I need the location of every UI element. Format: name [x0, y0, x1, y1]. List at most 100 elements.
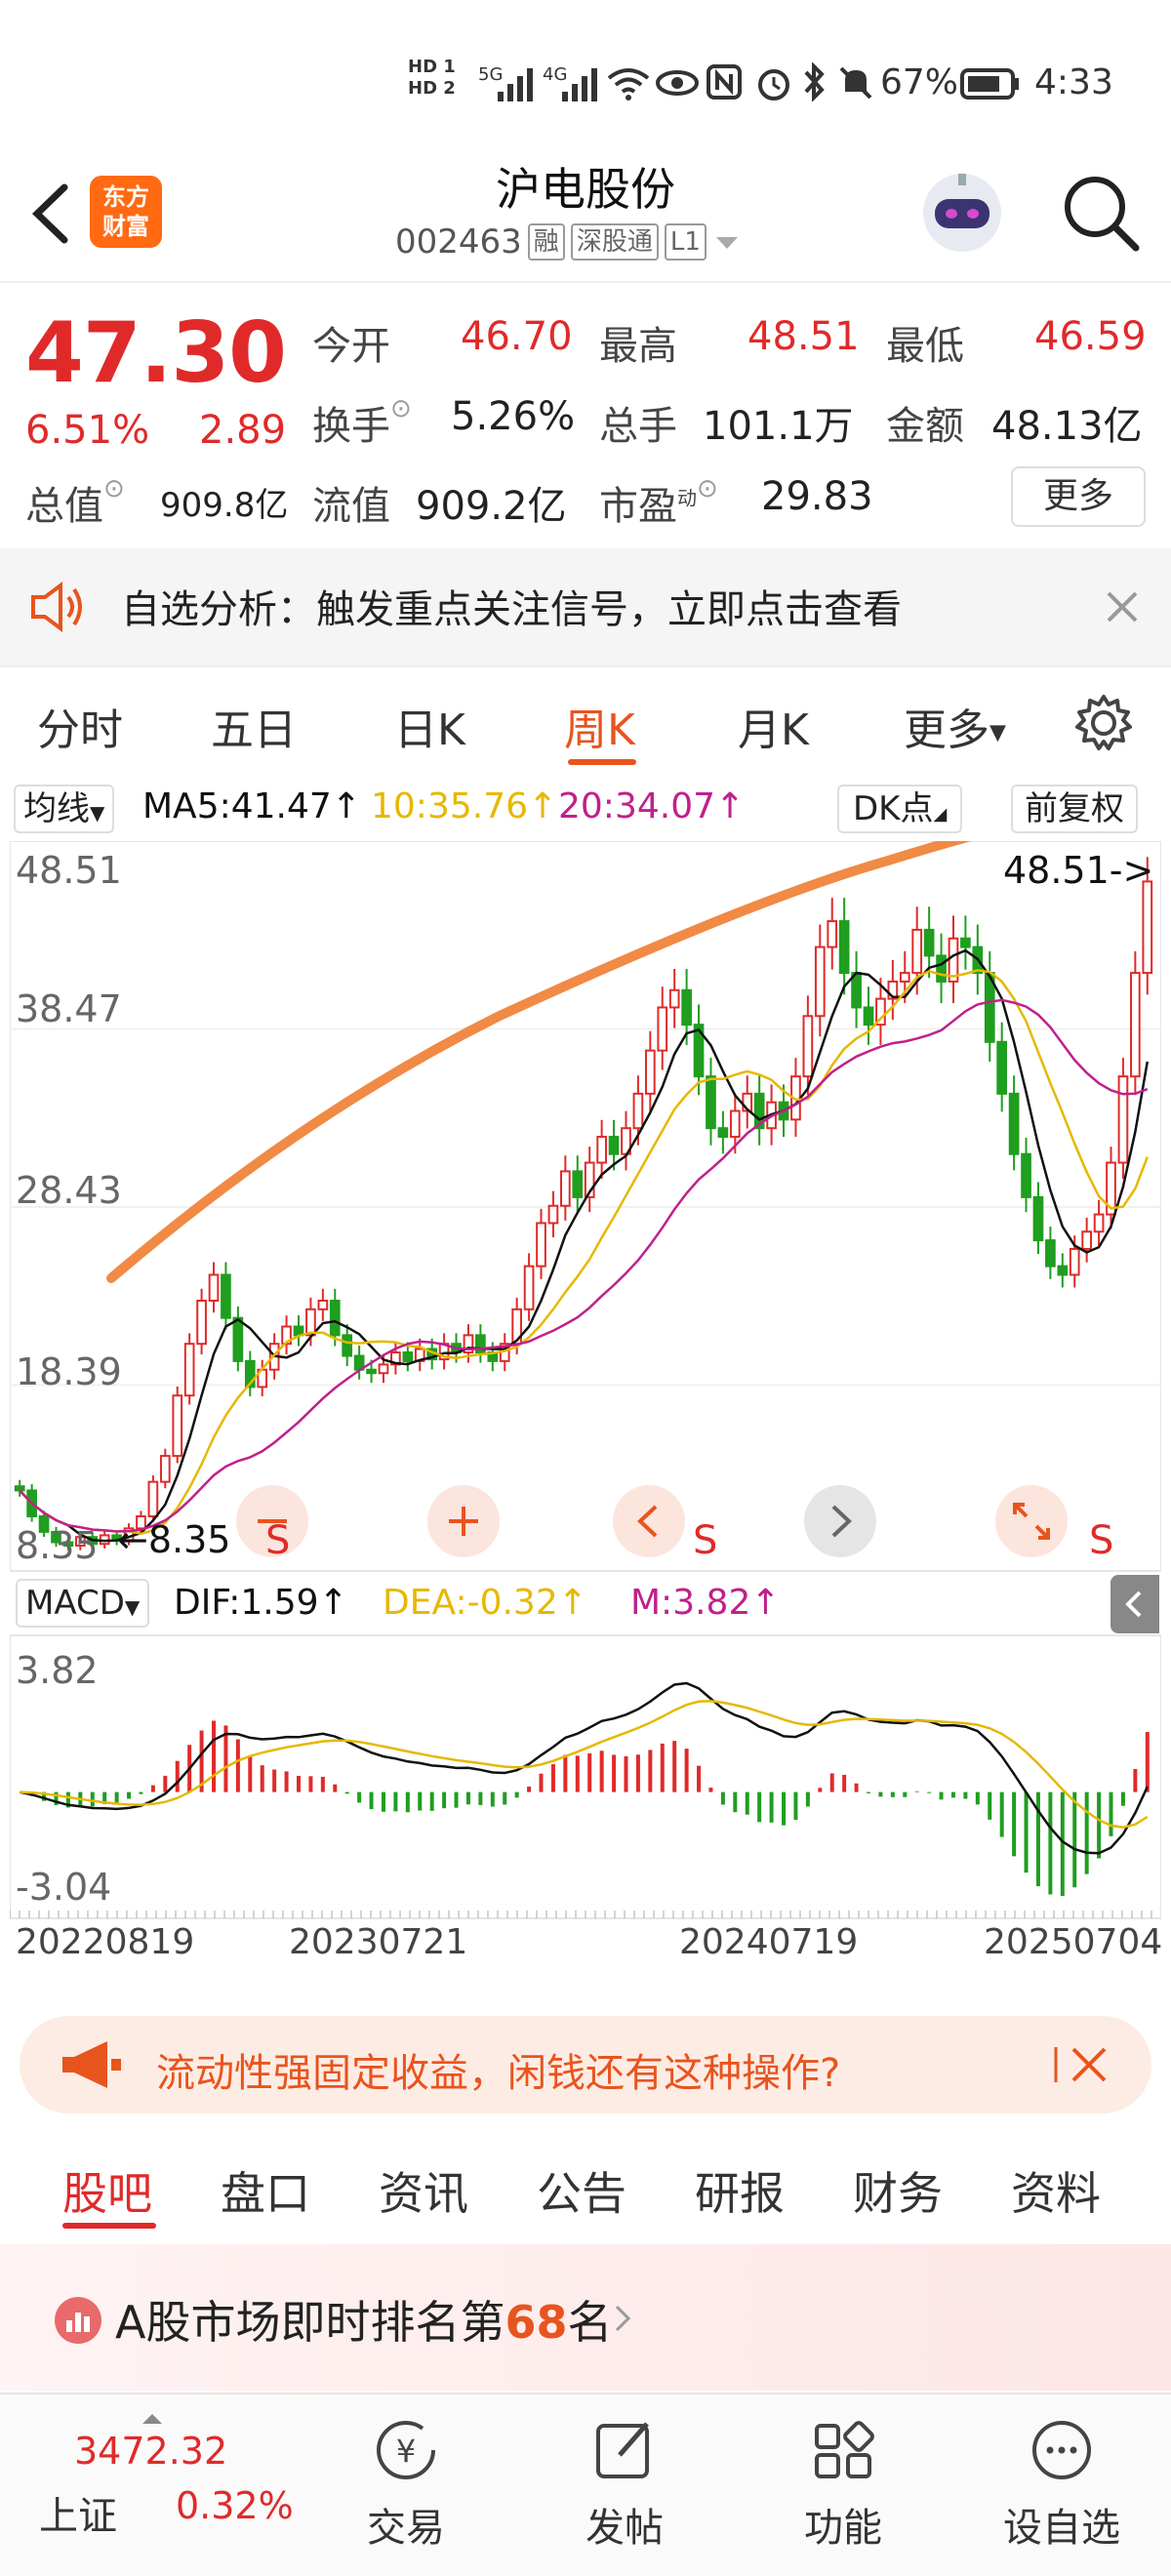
- y-tick-3: 28.43: [16, 1169, 122, 1212]
- ma5-value: MA5:41.47↑: [142, 786, 361, 826]
- candle-body: [14, 1485, 25, 1492]
- active-tab-underline: [568, 759, 636, 765]
- close-icon[interactable]: [1054, 2043, 1112, 2090]
- nav-post[interactable]: 发帖: [546, 2416, 703, 2553]
- candle-body: [74, 1536, 86, 1548]
- candle-body: [172, 1394, 183, 1458]
- fullscreen-button[interactable]: [995, 1485, 1068, 1557]
- macd-select-button[interactable]: MACD▼: [16, 1579, 150, 1628]
- tab-forum[interactable]: 股吧: [62, 2167, 152, 2220]
- shrink-button[interactable]: [236, 1485, 308, 1557]
- tab-announcements[interactable]: 公告: [537, 2167, 626, 2220]
- ma5-line: [19, 948, 1150, 1543]
- amount-value: 48.13亿: [991, 404, 1143, 449]
- tab-profile[interactable]: 资料: [1011, 2167, 1101, 2220]
- tab-order-book[interactable]: 盘口: [221, 2167, 310, 2220]
- nav-functions[interactable]: 功能: [765, 2416, 921, 2553]
- info-icon[interactable]: ⊙: [697, 474, 718, 503]
- stock-name: 沪电股份: [496, 163, 675, 216]
- tab-intraday[interactable]: 分时: [37, 705, 123, 755]
- robot-assistant-icon[interactable]: [915, 166, 1009, 260]
- signal-notice[interactable]: 自选分析：触发重点关注信号，立即点击查看: [0, 548, 1171, 665]
- candle-body: [244, 1359, 256, 1389]
- low-label: 最低: [886, 324, 964, 369]
- candle-body: [183, 1343, 195, 1397]
- notice-divider: [0, 665, 1171, 667]
- sell-signal-3: S: [1089, 1518, 1114, 1563]
- tab-news[interactable]: 资讯: [379, 2167, 468, 2220]
- tab-research[interactable]: 研报: [695, 2167, 785, 2220]
- info-icon[interactable]: ⊙: [103, 474, 125, 503]
- x-label-4: 20250704: [984, 1922, 1163, 1962]
- candle-body: [584, 1161, 595, 1198]
- tag-level: L1: [664, 223, 707, 261]
- candle-body: [51, 1530, 61, 1544]
- candle-body: [899, 972, 910, 983]
- nav-trade[interactable]: ¥ 交易: [328, 2416, 484, 2553]
- info-tabs: 股吧 盘口 资讯 公告 研报 财务 资料: [0, 2133, 1171, 2240]
- sell-signal-2: S: [693, 1518, 718, 1563]
- tab-weekly-k[interactable]: 周K: [564, 705, 635, 755]
- eye-icon: [656, 68, 699, 101]
- candle-body: [960, 937, 971, 948]
- close-icon[interactable]: [1103, 587, 1142, 630]
- nav-post-label: 发帖: [586, 2506, 664, 2551]
- open-label: 今开: [312, 324, 390, 369]
- stock-code: 002463: [395, 222, 522, 262]
- index-name: 上证: [39, 2494, 117, 2539]
- rank-text: A股市场即时排名第68名: [115, 2296, 613, 2349]
- search-icon[interactable]: [1058, 170, 1142, 254]
- alarm-icon: [755, 64, 792, 105]
- prev-button[interactable]: [613, 1485, 685, 1557]
- tab-more[interactable]: 更多▼: [904, 705, 1006, 755]
- candle-body: [887, 980, 899, 1000]
- nav-functions-label: 功能: [804, 2506, 882, 2551]
- ma10-line: [19, 969, 1149, 1536]
- candle-body: [1117, 1075, 1129, 1164]
- tab-financials[interactable]: 财务: [853, 2167, 943, 2220]
- info-icon[interactable]: ⊙: [390, 394, 412, 423]
- candle-body: [1021, 1152, 1031, 1198]
- grid-icon: [809, 2421, 877, 2488]
- candle-body: [402, 1351, 414, 1362]
- back-arrow-icon[interactable]: [25, 180, 80, 248]
- trade-icon: ¥: [372, 2421, 440, 2488]
- kline-chart[interactable]: 48.51 38.47 28.43 18.39 8.35 48.51-> ←8.…: [9, 787, 1171, 1992]
- next-button[interactable]: [804, 1485, 876, 1557]
- tab-monthly-k[interactable]: 月K: [738, 705, 809, 755]
- quote-panel: 47.30 6.51% 2.89 今开 46.70 最高 48.51 最低 46…: [0, 285, 1171, 541]
- candle-body: [305, 1308, 316, 1337]
- more-button[interactable]: 更多: [1011, 466, 1146, 527]
- candle-body: [38, 1514, 50, 1533]
- high-label: 最高: [599, 324, 677, 369]
- candle-body: [378, 1363, 389, 1375]
- high-value: 48.51: [747, 314, 860, 359]
- ma-select-button[interactable]: 均线▼: [14, 785, 115, 833]
- macd-y-top: 3.82: [16, 1649, 99, 1692]
- promo-text: 流动性强固定收益，闲钱还有这种操作?: [156, 2051, 841, 2096]
- market-rank-banner[interactable]: A股市场即时排名第68名: [0, 2244, 1171, 2391]
- tab-daily-k[interactable]: 日K: [394, 705, 465, 755]
- ma-row: 均线▼ MA5:41.47↑ 10:35.76↑ 20:34.07↑ DK点◢ …: [0, 781, 1171, 839]
- high-marker: 48.51->: [1003, 849, 1154, 892]
- turnover-value: 5.26%: [451, 394, 576, 439]
- candle-body: [560, 1170, 571, 1207]
- adjust-button[interactable]: 前复权: [1011, 785, 1138, 833]
- y-tick-1: 48.51: [16, 849, 122, 892]
- signal-icon-2: [562, 64, 601, 107]
- nav-add-watchlist-label: 设自选: [1003, 2506, 1120, 2551]
- candle-body: [232, 1316, 244, 1362]
- bluetooth-icon: [802, 61, 828, 105]
- nav-add-watchlist[interactable]: 设自选: [984, 2416, 1140, 2553]
- low-value: 46.59: [1034, 314, 1147, 359]
- dk-point-button[interactable]: DK点◢: [837, 785, 963, 833]
- stock-code-row[interactable]: 002463 融 深股通 L1: [395, 222, 742, 262]
- promo-banner[interactable]: 流动性强固定收益，闲钱还有这种操作?: [20, 2016, 1151, 2113]
- collapse-panel-button[interactable]: [1110, 1575, 1159, 1633]
- candle-body: [523, 1265, 535, 1310]
- candle-body: [1008, 1092, 1020, 1155]
- candle-body: [463, 1334, 474, 1354]
- zoom-in-button[interactable]: [427, 1485, 500, 1557]
- tab-five-day[interactable]: 五日: [211, 705, 297, 755]
- gear-icon[interactable]: [1073, 693, 1134, 757]
